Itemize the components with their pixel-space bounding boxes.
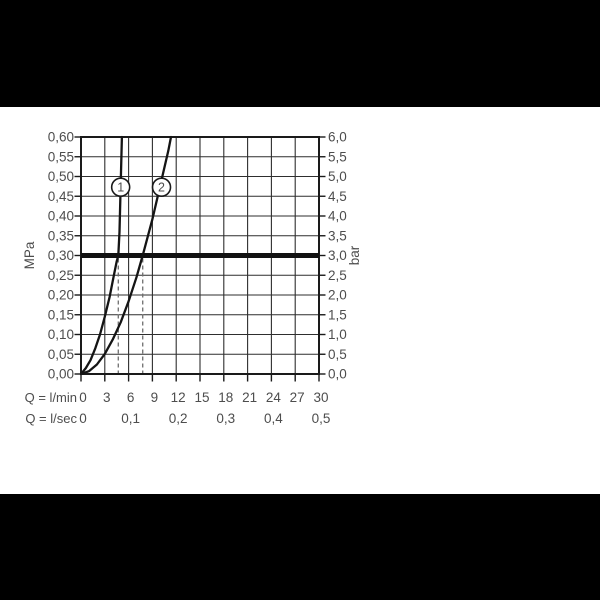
x-lmin-tick-label: 30 xyxy=(313,390,328,405)
x-lmin-tick-label: 24 xyxy=(266,390,282,405)
x-lsec-tick-label: 0,5 xyxy=(312,411,331,426)
y-right-tick-label: 0,0 xyxy=(328,367,347,382)
y-right-tick-label: 1,0 xyxy=(328,327,347,342)
y-right-tick-label: 2,0 xyxy=(328,288,347,303)
y-right-tick-label: 0,5 xyxy=(328,347,347,362)
x-lmin-tick-label: 15 xyxy=(194,390,209,405)
y-right-tick-label: 4,0 xyxy=(328,209,347,224)
y-right-tick-label: 3,0 xyxy=(328,248,347,263)
x-lsec-tick-label: 0,3 xyxy=(216,411,235,426)
y-right-tick-label: 6,0 xyxy=(328,130,347,145)
curve-label-number: 2 xyxy=(158,181,165,195)
y-left-tick-label: 0,00 xyxy=(48,367,74,382)
x-lmin-tick-label: 21 xyxy=(242,390,257,405)
x-lsec-tick-label: 0,4 xyxy=(264,411,283,426)
x-lsec-tick-label: 0,2 xyxy=(169,411,188,426)
x-lmin-tick-label: 0 xyxy=(79,390,87,405)
curve-1 xyxy=(79,135,124,376)
x-lmin-tick-label: 18 xyxy=(218,390,233,405)
y-left-tick-label: 0,30 xyxy=(48,248,74,263)
curve-label-number: 1 xyxy=(117,181,124,195)
y-right-tick-label: 5,5 xyxy=(328,149,347,164)
y-left-tick-label: 0,10 xyxy=(48,327,74,342)
y-left-tick-label: 0,55 xyxy=(48,149,74,164)
y-left-tick-label: 0,50 xyxy=(48,169,74,184)
y-right-tick-label: 1,5 xyxy=(328,307,347,322)
y-left-tick-label: 0,60 xyxy=(48,130,74,145)
y-left-tick-label: 0,25 xyxy=(48,268,74,283)
x-lmin-tick-label: 9 xyxy=(151,390,159,405)
y-left-axis-label-mpa: MPa xyxy=(22,241,37,269)
x-lmin-tick-label: 3 xyxy=(103,390,111,405)
x-lmin-tick-label: 6 xyxy=(127,390,135,405)
x-lsec-tick-label: 0 xyxy=(79,411,87,426)
y-left-tick-label: 0,20 xyxy=(48,288,74,303)
x-lmin-tick-label: 27 xyxy=(290,390,305,405)
y-left-tick-label: 0,45 xyxy=(48,189,74,204)
x-lsec-tick-label: 0,1 xyxy=(121,411,140,426)
x-axis-label-lsec: Q = l/sec xyxy=(25,411,77,426)
y-left-tick-label: 0,15 xyxy=(48,307,74,322)
chart-panel xyxy=(0,107,600,494)
curve-label-circle-2 xyxy=(151,177,172,197)
y-right-tick-label: 4,5 xyxy=(328,189,347,204)
x-axis-label-lmin: Q = l/min xyxy=(25,390,77,405)
y-left-tick-label: 0,40 xyxy=(48,209,74,224)
y-right-tick-label: 2,5 xyxy=(328,268,347,283)
y-right-tick-label: 5,0 xyxy=(328,169,347,184)
y-left-tick-label: 0,05 xyxy=(48,347,74,362)
y-right-tick-label: 3,5 xyxy=(328,228,347,243)
curve-label-circle-1 xyxy=(110,177,131,197)
y-right-axis-label-bar: bar xyxy=(347,245,362,265)
x-lmin-tick-label: 12 xyxy=(171,390,186,405)
y-left-tick-label: 0,35 xyxy=(48,228,74,243)
